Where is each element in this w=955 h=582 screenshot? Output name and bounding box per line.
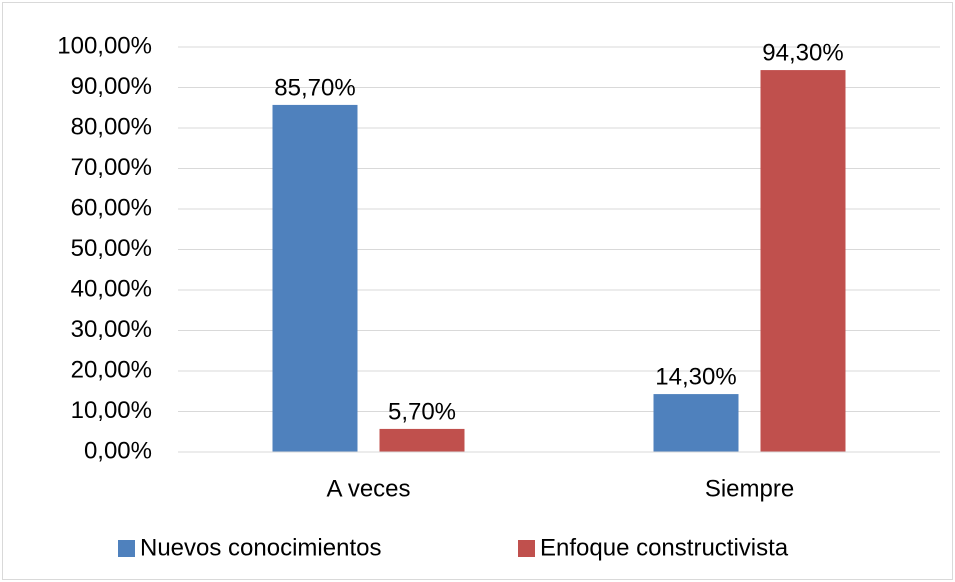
legend-label: Nuevos conocimientos (140, 534, 381, 561)
x-tick-label: A veces (326, 475, 410, 502)
y-tick-label: 40,00% (71, 275, 152, 302)
data-label: 5,70% (388, 398, 456, 425)
y-tick-label: 0,00% (84, 437, 152, 464)
y-tick-label: 20,00% (71, 356, 152, 383)
data-label: 14,30% (655, 363, 736, 390)
y-tick-label: 60,00% (71, 194, 152, 221)
x-tick-label: Siempre (705, 475, 794, 502)
bar (272, 104, 358, 452)
legend-label: Enfoque constructivista (540, 534, 789, 561)
y-tick-label: 80,00% (71, 113, 152, 140)
bar (653, 394, 739, 452)
y-tick-label: 50,00% (71, 235, 152, 262)
bar (760, 70, 846, 453)
y-tick-label: 70,00% (71, 154, 152, 181)
y-tick-label: 10,00% (71, 397, 152, 424)
bar (379, 428, 465, 452)
y-tick-label: 100,00% (57, 32, 152, 59)
y-tick-label: 90,00% (71, 73, 152, 100)
data-label: 85,70% (274, 74, 355, 101)
legend-swatch (518, 540, 535, 557)
data-label: 94,30% (762, 39, 843, 66)
y-tick-label: 30,00% (71, 316, 152, 343)
legend-swatch (118, 540, 135, 557)
